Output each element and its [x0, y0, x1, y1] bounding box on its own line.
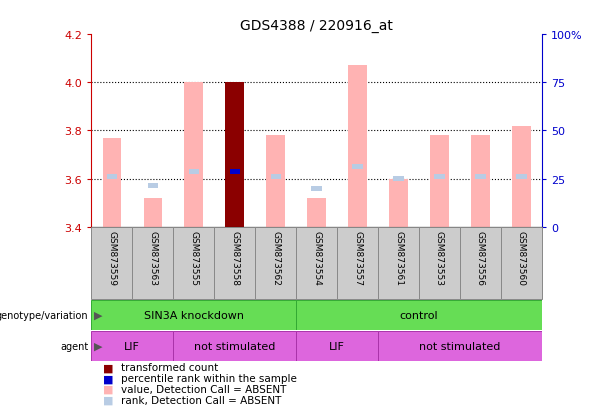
- Bar: [419, 227, 460, 299]
- Bar: [91, 300, 296, 330]
- Bar: [266, 136, 285, 227]
- Text: GSM873557: GSM873557: [353, 231, 362, 286]
- Bar: [348, 66, 367, 227]
- Bar: [173, 227, 214, 299]
- Bar: [133, 227, 173, 299]
- Bar: [230, 169, 240, 175]
- Text: ■: ■: [103, 395, 114, 405]
- Text: transformed count: transformed count: [121, 363, 218, 373]
- Bar: [91, 331, 173, 361]
- Bar: [148, 184, 158, 189]
- Text: GSM873553: GSM873553: [435, 231, 444, 286]
- Bar: [337, 227, 378, 299]
- Text: LIF: LIF: [329, 341, 345, 351]
- Bar: [296, 227, 337, 299]
- Bar: [173, 331, 296, 361]
- Text: value, Detection Call = ABSENT: value, Detection Call = ABSENT: [121, 384, 286, 394]
- Bar: [393, 176, 403, 182]
- Bar: [91, 227, 133, 299]
- Text: LIF: LIF: [124, 341, 140, 351]
- Bar: [184, 83, 203, 227]
- Text: ▶: ▶: [94, 341, 102, 351]
- Text: ▶: ▶: [94, 310, 102, 320]
- Text: SIN3A knockdown: SIN3A knockdown: [144, 310, 244, 320]
- Bar: [226, 83, 244, 227]
- Bar: [307, 198, 326, 227]
- Bar: [501, 227, 542, 299]
- Bar: [430, 136, 449, 227]
- Text: GSM873563: GSM873563: [148, 231, 157, 286]
- Text: genotype/variation: genotype/variation: [0, 310, 88, 320]
- Bar: [144, 198, 162, 227]
- Bar: [512, 126, 531, 227]
- Text: rank, Detection Call = ABSENT: rank, Detection Call = ABSENT: [121, 395, 281, 405]
- Text: GSM873554: GSM873554: [312, 231, 321, 285]
- Bar: [352, 164, 363, 170]
- Title: GDS4388 / 220916_at: GDS4388 / 220916_at: [240, 19, 393, 33]
- Text: GSM873562: GSM873562: [271, 231, 280, 285]
- Text: not stimulated: not stimulated: [194, 341, 275, 351]
- Bar: [378, 331, 542, 361]
- Text: ■: ■: [103, 384, 114, 394]
- Text: GSM873559: GSM873559: [107, 231, 116, 286]
- Bar: [296, 331, 378, 361]
- Bar: [296, 300, 542, 330]
- Text: percentile rank within the sample: percentile rank within the sample: [121, 373, 297, 383]
- Bar: [471, 136, 489, 227]
- Text: GSM873556: GSM873556: [476, 231, 485, 286]
- Text: ■: ■: [103, 373, 114, 383]
- Bar: [107, 174, 117, 179]
- Text: not stimulated: not stimulated: [419, 341, 501, 351]
- Bar: [475, 174, 485, 179]
- Text: GSM873561: GSM873561: [394, 231, 403, 286]
- Bar: [434, 174, 445, 179]
- Bar: [517, 174, 527, 179]
- Bar: [312, 186, 322, 191]
- Text: agent: agent: [60, 341, 88, 351]
- Bar: [102, 138, 121, 227]
- Text: GSM873560: GSM873560: [517, 231, 526, 286]
- Bar: [460, 227, 501, 299]
- Bar: [188, 169, 199, 175]
- Bar: [378, 227, 419, 299]
- Bar: [389, 179, 408, 227]
- Bar: [270, 174, 281, 179]
- Text: ■: ■: [103, 363, 114, 373]
- Bar: [214, 227, 255, 299]
- Text: GSM873555: GSM873555: [189, 231, 198, 286]
- Text: control: control: [400, 310, 438, 320]
- Bar: [255, 227, 296, 299]
- Text: GSM873558: GSM873558: [230, 231, 239, 286]
